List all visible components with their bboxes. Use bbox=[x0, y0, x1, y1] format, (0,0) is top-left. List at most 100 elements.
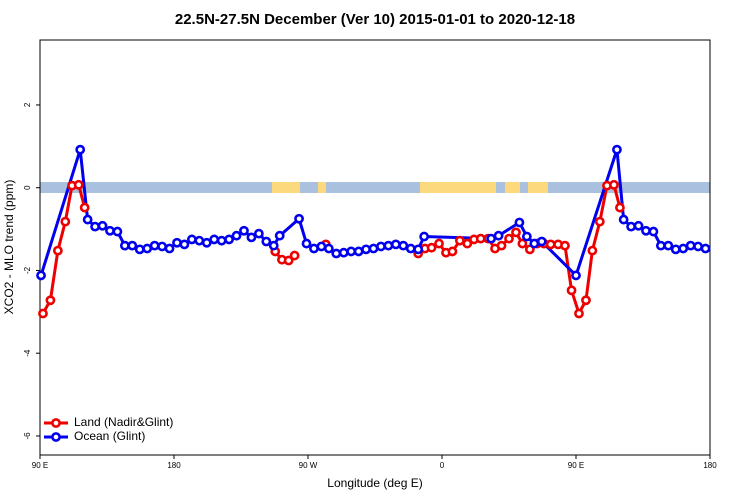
y-tick-label: -6 bbox=[23, 432, 32, 440]
y-tick-label: -4 bbox=[23, 349, 32, 357]
data-point bbox=[75, 144, 86, 155]
data-point bbox=[301, 238, 312, 249]
data-point bbox=[309, 243, 319, 254]
legend-marker bbox=[51, 418, 61, 428]
data-point bbox=[626, 221, 636, 232]
data-point bbox=[127, 240, 138, 251]
chart-title: 22.5N-27.5N December (Ver 10) 2015-01-01… bbox=[175, 11, 575, 28]
data-point bbox=[82, 214, 93, 225]
data-point bbox=[73, 179, 84, 190]
y-tick-label: 2 bbox=[23, 102, 32, 107]
data-point bbox=[134, 244, 145, 255]
data-point bbox=[274, 230, 285, 241]
data-point bbox=[186, 234, 197, 245]
data-point bbox=[361, 244, 371, 255]
data-point bbox=[545, 239, 556, 250]
data-point bbox=[594, 216, 605, 227]
data-point bbox=[670, 244, 681, 255]
x-axis-label: Longitude (deg E) bbox=[327, 476, 422, 490]
data-point bbox=[253, 228, 264, 239]
data-point bbox=[105, 225, 115, 236]
y-tick-label: 0 bbox=[23, 185, 32, 190]
data-point bbox=[700, 243, 711, 254]
data-point bbox=[79, 202, 90, 213]
data-point bbox=[45, 295, 56, 306]
data-point bbox=[368, 243, 379, 254]
x-tick-label: 90 E bbox=[32, 461, 48, 470]
data-point bbox=[587, 245, 598, 256]
data-point bbox=[529, 238, 540, 249]
data-point bbox=[194, 235, 205, 246]
data-point bbox=[52, 245, 63, 256]
data-point bbox=[294, 213, 304, 224]
data-point bbox=[353, 246, 364, 257]
data-point bbox=[38, 308, 48, 319]
data-point bbox=[383, 240, 394, 251]
data-point bbox=[693, 241, 703, 252]
data-point bbox=[405, 243, 416, 254]
land-band bbox=[505, 182, 520, 193]
data-point bbox=[615, 202, 625, 213]
data-point bbox=[655, 240, 666, 251]
data-point bbox=[633, 220, 644, 231]
data-point bbox=[261, 236, 272, 247]
data-point bbox=[678, 243, 689, 254]
data-point bbox=[142, 243, 153, 254]
data-point bbox=[179, 239, 190, 250]
data-point bbox=[36, 270, 46, 281]
data-point bbox=[496, 240, 507, 251]
data-point bbox=[157, 241, 167, 252]
data-point bbox=[434, 238, 444, 249]
y-tick-label: -2 bbox=[23, 266, 32, 274]
data-point bbox=[447, 246, 458, 257]
data-point bbox=[486, 233, 497, 244]
x-tick-label: 0 bbox=[440, 461, 445, 470]
data-point bbox=[164, 243, 175, 254]
data-point bbox=[685, 240, 696, 251]
data-point bbox=[398, 240, 409, 251]
data-point bbox=[560, 240, 570, 251]
x-tick-label: 90 E bbox=[568, 461, 584, 470]
x-tick-label: 90 W bbox=[299, 461, 318, 470]
data-point bbox=[331, 248, 342, 259]
data-point bbox=[566, 285, 577, 296]
data-point bbox=[97, 220, 108, 231]
data-point bbox=[231, 230, 242, 241]
data-point bbox=[283, 255, 294, 266]
data-point bbox=[536, 236, 547, 247]
data-point bbox=[316, 241, 327, 252]
data-point bbox=[201, 237, 212, 248]
data-point bbox=[60, 216, 71, 227]
data-point bbox=[663, 240, 674, 251]
data-point bbox=[581, 295, 591, 306]
land-band bbox=[528, 182, 548, 193]
data-point bbox=[462, 238, 473, 249]
data-point bbox=[475, 233, 486, 244]
data-point bbox=[390, 239, 401, 250]
data-point bbox=[172, 237, 182, 248]
data-point bbox=[376, 241, 386, 252]
data-point bbox=[239, 225, 249, 236]
ocean-band bbox=[40, 182, 710, 193]
data-point bbox=[209, 234, 220, 245]
data-point bbox=[224, 234, 234, 245]
data-point bbox=[571, 270, 581, 281]
data-point bbox=[648, 226, 659, 237]
data-point bbox=[338, 247, 349, 258]
data-point bbox=[504, 233, 514, 244]
data-point bbox=[493, 230, 504, 241]
data-point bbox=[90, 221, 100, 232]
data-point bbox=[511, 227, 521, 238]
series-line bbox=[39, 149, 706, 279]
land-band bbox=[420, 182, 496, 193]
data-point bbox=[419, 231, 430, 242]
data-point bbox=[119, 240, 130, 251]
data-point bbox=[426, 242, 437, 253]
legend-label: Land (Nadir&Glint) bbox=[74, 415, 173, 429]
surface-band bbox=[40, 182, 710, 193]
legend-marker bbox=[51, 432, 61, 442]
legend-label: Ocean (Glint) bbox=[74, 429, 145, 443]
data-point bbox=[413, 244, 424, 255]
x-tick-label: 180 bbox=[703, 461, 717, 470]
